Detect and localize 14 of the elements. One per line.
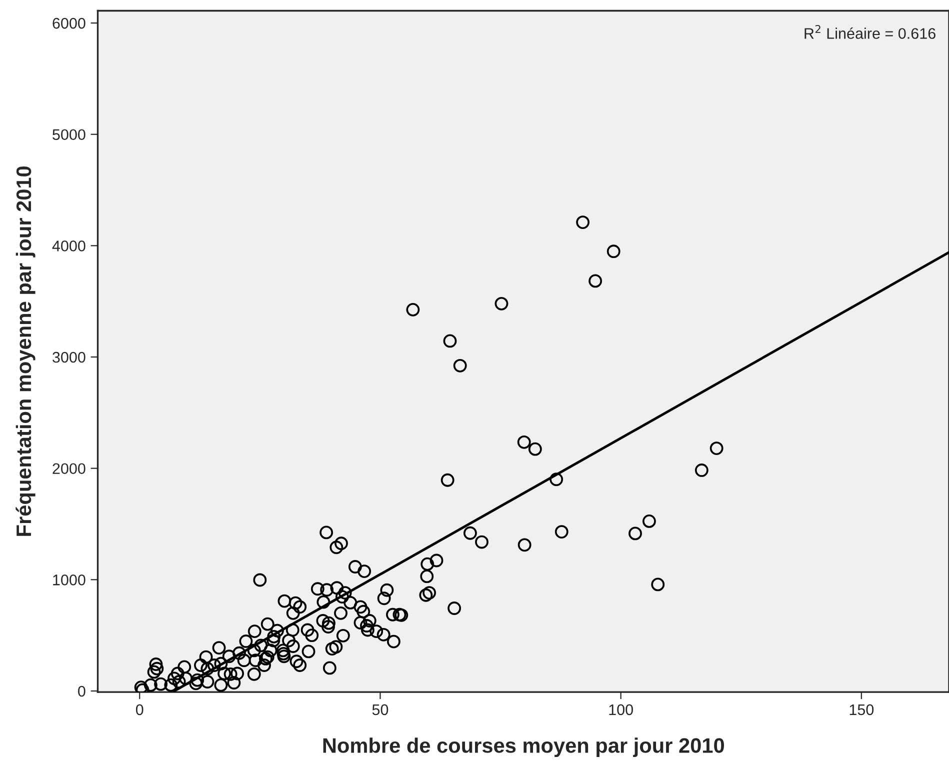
y-tick-label: 0 xyxy=(78,686,86,697)
x-tick-label: 0 xyxy=(136,704,144,716)
x-tick-label: 50 xyxy=(372,704,388,716)
y-axis-title: Fréquentation moyenne par jour 2010 xyxy=(16,166,36,536)
y-tick-label: 6000 xyxy=(52,18,86,29)
x-tick-label: 150 xyxy=(850,704,874,716)
y-tick-label: 4000 xyxy=(52,240,86,252)
annotation: R$^{2}$ Linéaire = 0.616 xyxy=(804,24,936,39)
y-tick-label: 2000 xyxy=(52,463,86,474)
x-tick-label: 100 xyxy=(609,704,633,716)
y-tick-label: 1000 xyxy=(53,574,86,586)
y-tick-label: 5000 xyxy=(52,129,86,140)
y-tick-label: 3000 xyxy=(52,352,86,363)
x-axis-title: Nombre de courses moyen par jour 2010 xyxy=(323,738,724,758)
